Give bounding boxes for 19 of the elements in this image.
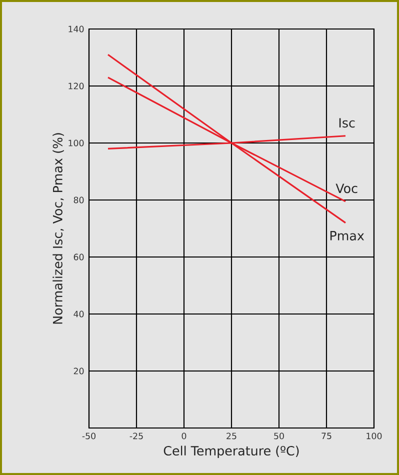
x-tick-label: -50 [82, 432, 96, 440]
y-tick-label: 40 [74, 310, 84, 318]
x-tick-label: 75 [322, 432, 332, 440]
x-tick-label: 25 [226, 432, 236, 440]
x-tick-label: 50 [274, 432, 284, 440]
y-axis-title: Normalized Isc, Voc, Pmax (%) [52, 133, 64, 324]
series-label: Pmax [330, 231, 364, 240]
series-label: Voc [336, 184, 358, 194]
series-label: Isc [339, 118, 355, 128]
y-tick-label: 80 [74, 196, 84, 204]
y-tick-label: 120 [68, 82, 84, 90]
y-tick-label: 20 [74, 368, 84, 374]
y-tick-label: 60 [74, 254, 84, 260]
x-tick-label: -25 [130, 432, 143, 440]
y-tick-label: 140 [68, 26, 84, 32]
y-tick-label: 100 [68, 140, 84, 146]
x-tick-label: 0 [182, 432, 186, 440]
x-axis-title: Cell Temperature (ºC) [164, 446, 299, 458]
x-tick-label: 100 [366, 432, 382, 440]
